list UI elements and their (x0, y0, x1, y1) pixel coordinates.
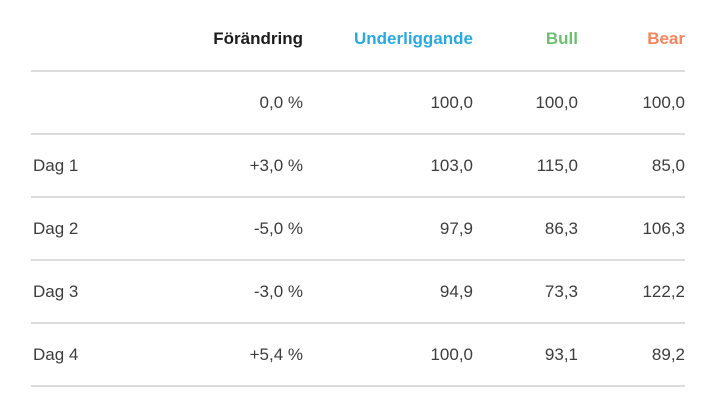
row-label: Dag 4 (33, 344, 79, 364)
table-row: Dag 1 +3,0 % 103,0 115,0 85,0 (31, 135, 685, 198)
row-label: Dag 2 (33, 218, 79, 238)
bear-value: 100,0 (642, 92, 685, 112)
bull-value: 115,0 (536, 155, 578, 175)
col-header-bear: Bear (647, 29, 685, 48)
bear-value: 122,2 (642, 281, 685, 301)
change-value: +3,0 % (249, 155, 303, 175)
table-row: Dag 4 +5,4 % 100,0 93,1 89,2 (31, 324, 685, 387)
row-label: Dag 1 (33, 155, 79, 175)
bull-bear-table: Förändring Underliggande Bull Bear 0,0 %… (31, 0, 685, 387)
change-value: -5,0 % (253, 218, 303, 238)
underlying-value: 100,0 (430, 92, 473, 112)
change-value: +5,4 % (249, 344, 303, 364)
col-header-bull: Bull (545, 29, 578, 48)
bull-value: 86,3 (544, 218, 578, 238)
bear-value: 89,2 (651, 344, 685, 364)
table-row: Dag 2 -5,0 % 97,9 86,3 106,3 (31, 198, 685, 261)
table-row: 0,0 % 100,0 100,0 100,0 (31, 72, 685, 135)
change-value: -3,0 % (253, 281, 303, 301)
row-label: Dag 3 (33, 281, 79, 301)
underlying-value: 97,9 (439, 218, 473, 238)
underlying-value: 94,9 (439, 281, 473, 301)
bear-value: 106,3 (642, 218, 685, 238)
bear-value: 85,0 (651, 155, 685, 175)
col-header-underliggande: Underliggande (353, 29, 473, 48)
col-header-forandring: Förändring (213, 29, 303, 48)
bull-value: 100,0 (535, 92, 578, 112)
table-header-row: Förändring Underliggande Bull Bear (31, 0, 685, 72)
underlying-value: 100,0 (430, 344, 473, 364)
bull-value: 93,1 (544, 344, 578, 364)
change-value: 0,0 % (259, 92, 303, 112)
bull-value: 73,3 (544, 281, 578, 301)
table-row: Dag 3 -3,0 % 94,9 73,3 122,2 (31, 261, 685, 324)
underlying-value: 103,0 (430, 155, 473, 175)
